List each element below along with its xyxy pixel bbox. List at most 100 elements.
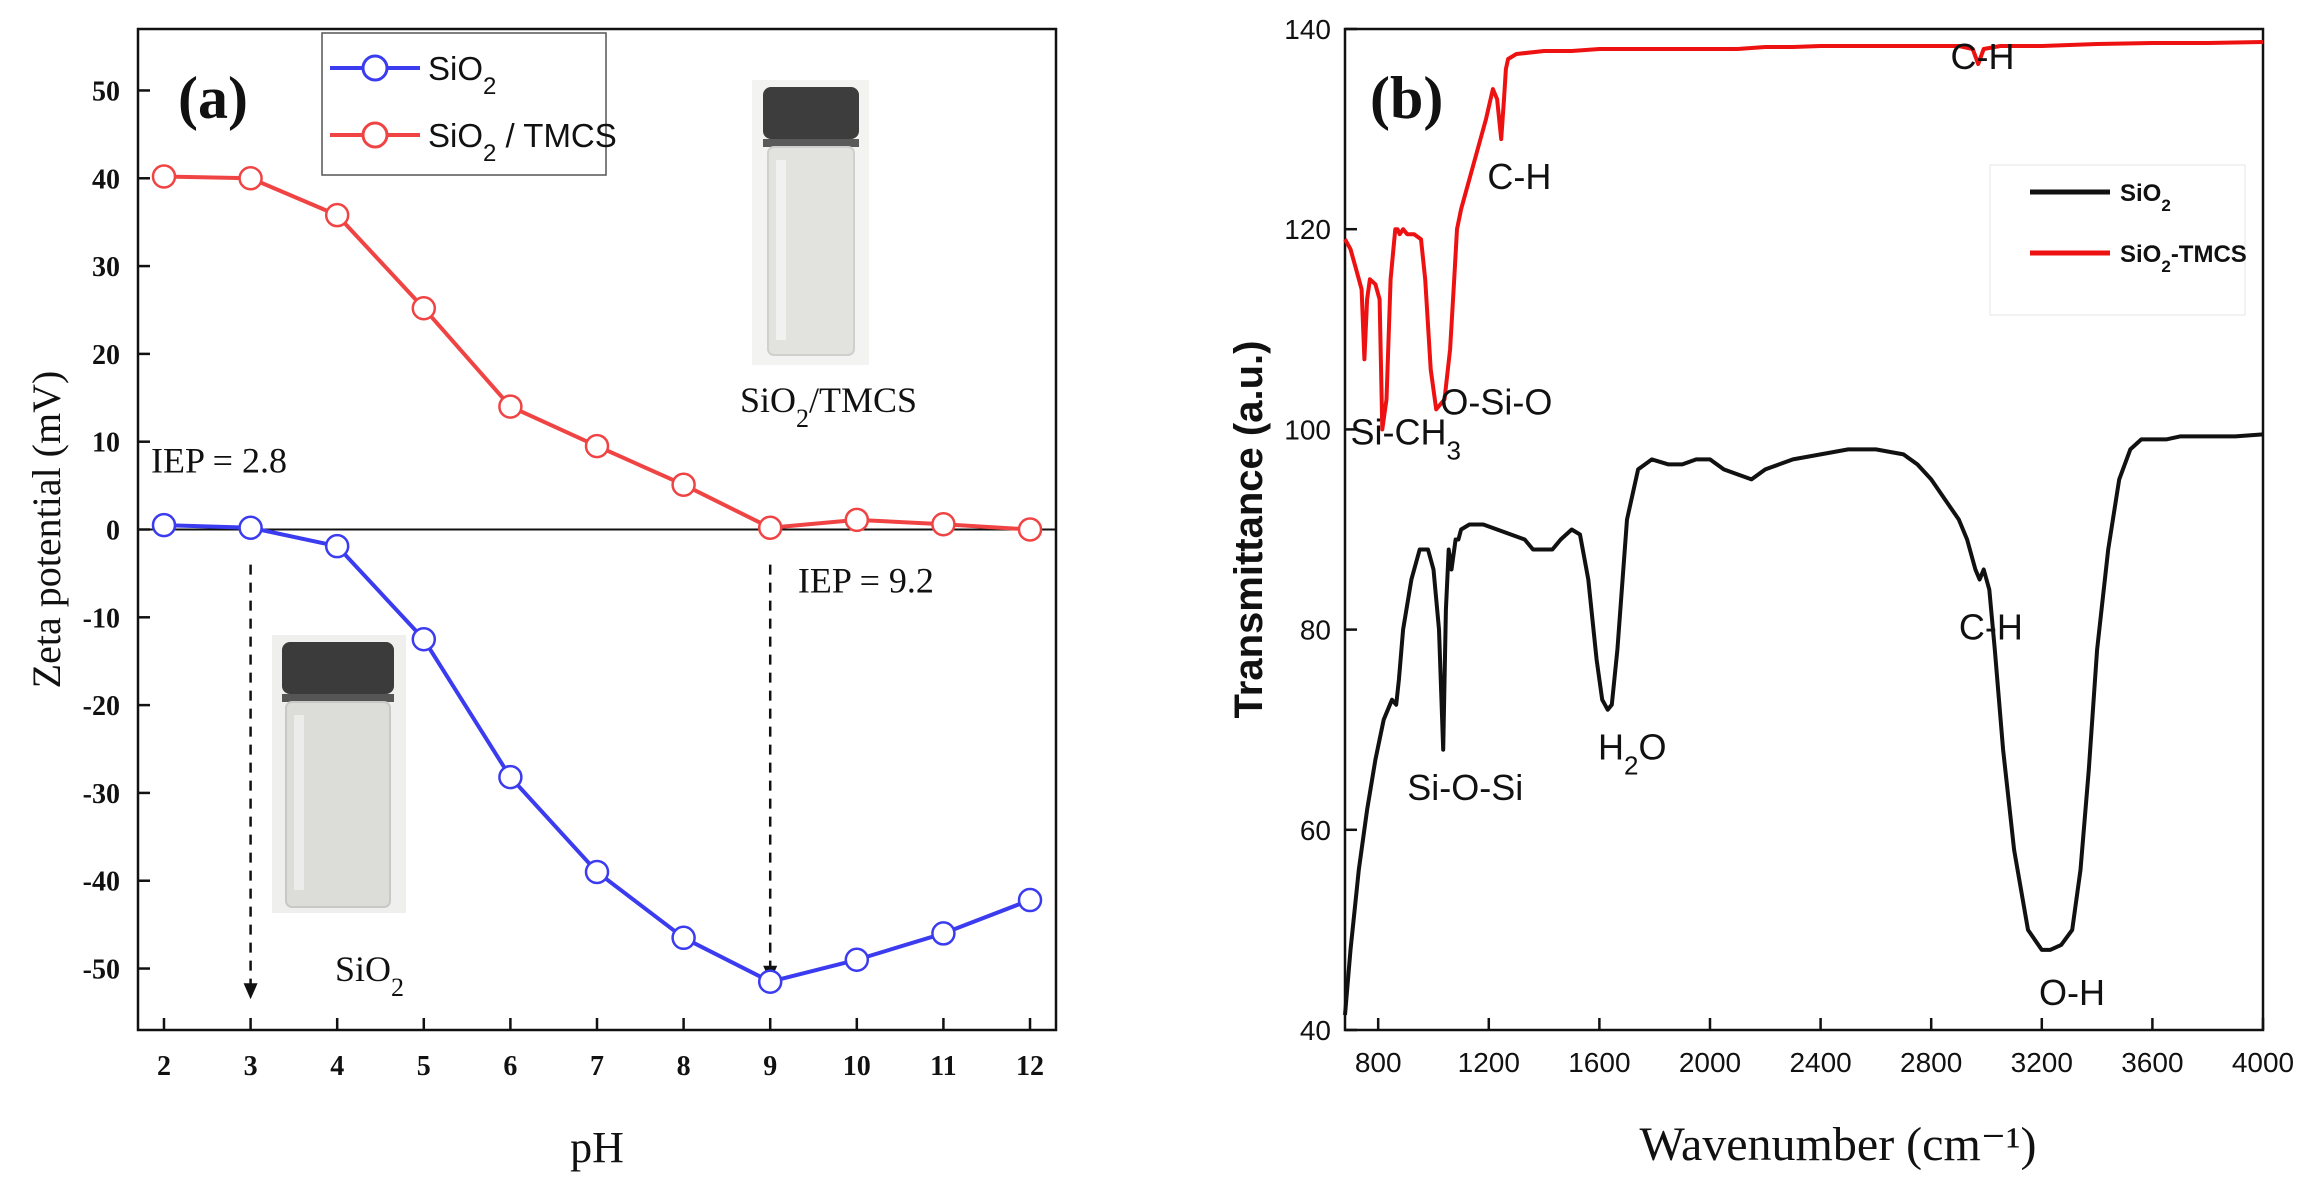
x-tick-label: 9 [763, 1051, 777, 1082]
legend-label-sio2: SiO2 [2120, 180, 2171, 215]
y-tick-label: 80 [1300, 615, 1331, 646]
x-tick-label: 3200 [2011, 1047, 2073, 1078]
sio2-tmcs-data-point [584, 433, 610, 459]
sio2-tmcs-data-point [238, 166, 263, 191]
y-tick-label: 100 [1284, 414, 1331, 445]
sio2-tmcs-data-point [151, 164, 177, 189]
panel-label-b-box [1350, 34, 1475, 144]
sio2-data-point [584, 859, 610, 885]
vial-photo-sio2 [272, 635, 406, 913]
legend-item-sio2: SiO2 [330, 50, 496, 100]
vial-label-tmcs: SiO2/TMCS [740, 380, 917, 433]
y-tick-label: -20 [83, 691, 120, 722]
x-tick-label: 11 [930, 1051, 956, 1082]
y-tick-label: 40 [92, 164, 120, 195]
panel-a-y-axis-title: Zeta potential (mV) [24, 371, 69, 689]
y-tick-label: 0 [106, 516, 120, 547]
peak-label: Si-O-Si [1407, 767, 1523, 808]
vial-label-sio2: SiO2 [335, 949, 404, 1002]
x-tick-label: 7 [590, 1051, 604, 1082]
peak-label: C-H [1487, 156, 1551, 197]
y-tick-label: 140 [1284, 14, 1331, 45]
legend-item-sio2: SiO2 [2030, 180, 2171, 215]
legend-item-sio2-tmcs: SiO2 / TMCS [330, 117, 617, 167]
x-tick-label: 2000 [1679, 1047, 1741, 1078]
panel-label-b: (b) [1370, 65, 1443, 131]
legend-marker-sio2 [361, 54, 389, 82]
sio2-tmcs-spectrum-line [1343, 40, 2264, 432]
x-tick-label: 10 [843, 1051, 871, 1082]
sio2-data-point [671, 925, 696, 951]
x-tick-label: 3 [244, 1051, 258, 1082]
panel-label-a-box [158, 34, 288, 144]
y-tick-label: -50 [83, 955, 120, 986]
sio2-data-point [411, 627, 437, 652]
sio2-tmcs-data-point [671, 472, 696, 497]
panel-b-y-axis-title: Transmittance (a.u.) [1227, 341, 1271, 719]
sio2-tmcs-data-point [931, 511, 956, 537]
x-tick-label: 8 [677, 1051, 691, 1082]
legend-marker-sio2-tmcs [361, 121, 389, 149]
panel-b: 40 60 80 100 120 140 800 1200 1600 2000 2400 2800 3… [1227, 14, 2294, 1171]
panel-a-y-axis: -50 -40 -30 -20 -10 0 10 20 30 40 50 [83, 76, 150, 986]
legend-box [1989, 164, 2246, 316]
iep-label-low: IEP = 2.8 [151, 440, 287, 480]
sio2-data-point [931, 921, 956, 946]
x-tick-label: 2400 [1789, 1047, 1851, 1078]
panel-a-x-axis-title: pH [570, 1123, 624, 1172]
x-tick-label: 5 [417, 1051, 431, 1082]
sio2-data-point [498, 764, 523, 790]
panel-label-a: (a) [178, 65, 248, 131]
legend-item-sio2-tmcs: SiO2-TMCS [2030, 241, 2247, 276]
x-tick-label: 1200 [1458, 1047, 1520, 1078]
x-tick-label: 6 [503, 1051, 517, 1082]
sio2-tmcs-data-point [324, 202, 350, 228]
x-tick-label: 2 [157, 1051, 171, 1082]
iep-label-high: IEP = 9.2 [798, 561, 934, 601]
vial-photo-tmcs [752, 80, 869, 365]
panel-b-y-axis: 40 60 80 100 120 140 [1284, 14, 1357, 1046]
panel-a-x-axis: 2 3 4 5 6 7 8 9 10 11 12 [157, 1018, 1044, 1082]
y-tick-label: 20 [92, 340, 120, 371]
x-tick-label: 4 [330, 1051, 344, 1082]
y-tick-label: -10 [83, 603, 120, 634]
iep-arrow-head [243, 983, 258, 1000]
y-tick-label: 30 [92, 252, 120, 283]
x-tick-label: 12 [1016, 1051, 1044, 1082]
sio2-tmcs-data-point [757, 515, 783, 540]
panel-a: -50 -40 -30 -20 -10 0 10 20 30 40 50 2 3 4 5 6 7 8 9 10 11 1… [24, 27, 1058, 1172]
y-tick-label: -30 [83, 779, 120, 810]
sio2-data-point [324, 533, 350, 559]
peak-label: O-Si-O [1440, 381, 1552, 422]
sio2-data-point [151, 512, 177, 538]
x-tick-label: 2800 [1900, 1047, 1962, 1078]
panel-b-legend: SiO2 SiO2-TMCS [1989, 164, 2247, 316]
x-tick-label: 1600 [1568, 1047, 1630, 1078]
y-tick-label: 120 [1284, 214, 1331, 245]
legend-label-sio2-tmcs: SiO2 / TMCS [428, 117, 617, 167]
y-tick-label: 40 [1300, 1015, 1331, 1046]
sio2-tmcs-data-point [1017, 517, 1043, 542]
peak-label: O-H [2039, 972, 2105, 1013]
sio2-data-point [1017, 887, 1043, 913]
y-tick-label: 60 [1300, 815, 1331, 846]
peak-label: C-H [1959, 607, 2023, 648]
sio2-tmcs-data-point [411, 295, 437, 321]
y-tick-label: -40 [83, 867, 120, 898]
panel-a-series [151, 164, 1043, 994]
sio2-tmcs-data-point [498, 394, 523, 419]
panel-b-x-axis-title: Wavenumber (cm⁻¹) [1639, 1118, 2036, 1171]
peak-label: Si-CH3 [1351, 411, 1461, 465]
sio2-tmcs-data-point [844, 507, 870, 533]
y-tick-label: 50 [92, 76, 120, 107]
sio2-data-point [757, 969, 783, 994]
sio2-data-point [844, 947, 870, 973]
x-tick-label: 800 [1355, 1047, 1402, 1078]
panel-b-x-axis: 800 1200 1600 2000 2400 2800 3200 3600 4000 [1355, 1018, 2294, 1078]
legend-label-sio2-tmcs: SiO2-TMCS [2120, 241, 2247, 276]
x-tick-label: 3600 [2121, 1047, 2183, 1078]
x-tick-label: 4000 [2232, 1047, 2294, 1078]
peak-label: H2O [1598, 727, 1666, 781]
